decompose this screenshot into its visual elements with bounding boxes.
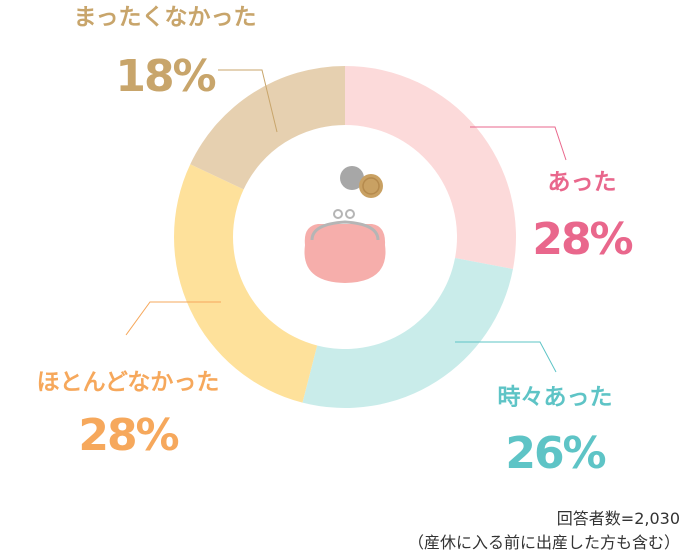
category-label: 時々あった — [498, 385, 613, 411]
category-label: あった — [548, 170, 617, 196]
donut-slice — [345, 66, 516, 270]
donut-slice — [190, 66, 345, 190]
value-label: 26% — [505, 428, 605, 479]
value-label: 18% — [115, 51, 215, 102]
leader-line — [218, 69, 278, 133]
purse-icon — [304, 166, 386, 283]
category-label: ほとんどなかった — [37, 370, 220, 396]
value-label: 28% — [532, 214, 632, 265]
slices — [173, 66, 516, 408]
leader-line — [455, 341, 557, 373]
category-label: まったくなかった — [73, 5, 256, 31]
donut-slice — [302, 257, 513, 408]
leader-line — [125, 301, 221, 336]
leader-line — [470, 126, 567, 161]
donut-slice — [173, 164, 318, 403]
note: 回答者数=2,030 — [557, 509, 680, 528]
value-label: 28% — [78, 410, 178, 461]
note: （産休に入る前に出産した方も含む） — [408, 533, 680, 552]
